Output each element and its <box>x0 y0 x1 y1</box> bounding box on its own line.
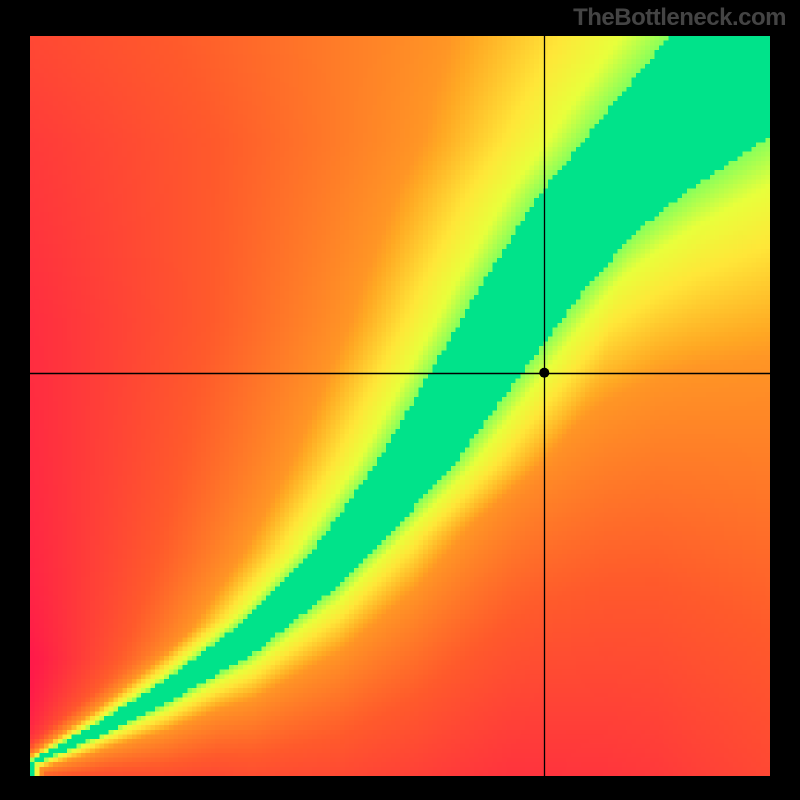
chart-frame: TheBottleneck.com <box>0 0 800 800</box>
crosshair-overlay <box>30 36 770 776</box>
watermark-text: TheBottleneck.com <box>573 4 786 32</box>
